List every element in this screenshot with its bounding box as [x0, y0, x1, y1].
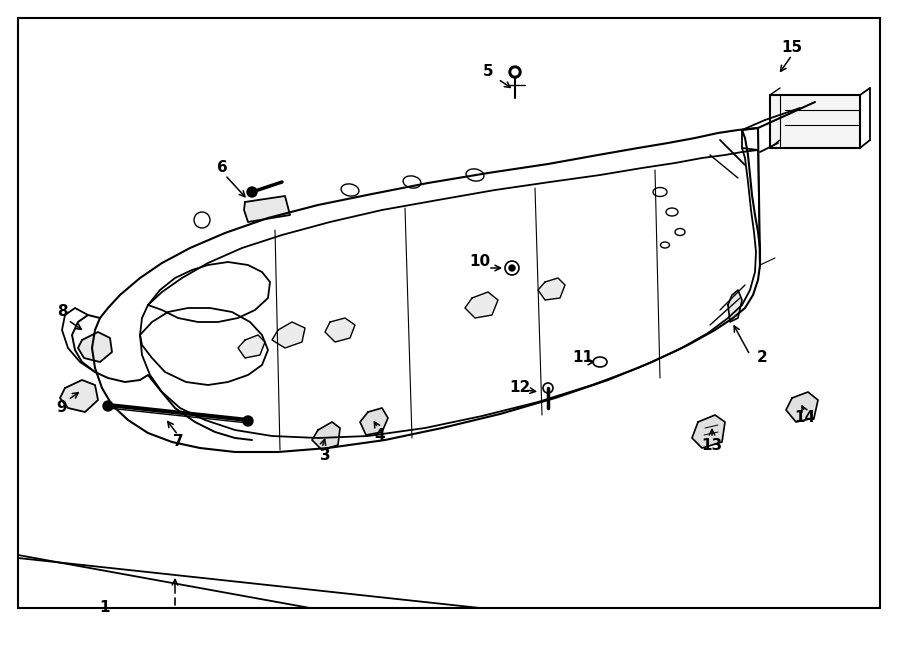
- Text: 8: 8: [57, 305, 68, 319]
- Circle shape: [103, 401, 113, 411]
- Polygon shape: [360, 408, 388, 435]
- Polygon shape: [272, 322, 305, 348]
- Polygon shape: [238, 335, 265, 358]
- Circle shape: [509, 66, 521, 78]
- Polygon shape: [312, 422, 340, 450]
- Circle shape: [243, 416, 253, 426]
- Text: 7: 7: [173, 434, 184, 449]
- Circle shape: [247, 187, 257, 197]
- Text: 6: 6: [217, 161, 228, 176]
- Text: 5: 5: [482, 65, 493, 79]
- Polygon shape: [786, 392, 818, 422]
- Text: 1: 1: [100, 600, 110, 615]
- Polygon shape: [78, 332, 112, 362]
- Polygon shape: [728, 290, 742, 322]
- Polygon shape: [692, 415, 725, 448]
- Circle shape: [512, 69, 518, 75]
- Text: 13: 13: [701, 438, 723, 453]
- Text: 2: 2: [757, 350, 768, 366]
- Text: 14: 14: [795, 410, 815, 426]
- Text: 15: 15: [781, 40, 803, 56]
- Bar: [18, 18, 880, 608]
- Polygon shape: [244, 196, 290, 222]
- Text: 11: 11: [572, 350, 593, 366]
- Text: 4: 4: [374, 428, 385, 442]
- Polygon shape: [60, 380, 98, 412]
- Text: 10: 10: [470, 254, 490, 270]
- Text: 12: 12: [509, 381, 531, 395]
- Text: 9: 9: [57, 401, 68, 416]
- Text: 3: 3: [320, 447, 330, 463]
- Circle shape: [509, 265, 515, 271]
- Polygon shape: [325, 318, 355, 342]
- Polygon shape: [770, 95, 860, 148]
- Polygon shape: [465, 292, 498, 318]
- Polygon shape: [538, 278, 565, 300]
